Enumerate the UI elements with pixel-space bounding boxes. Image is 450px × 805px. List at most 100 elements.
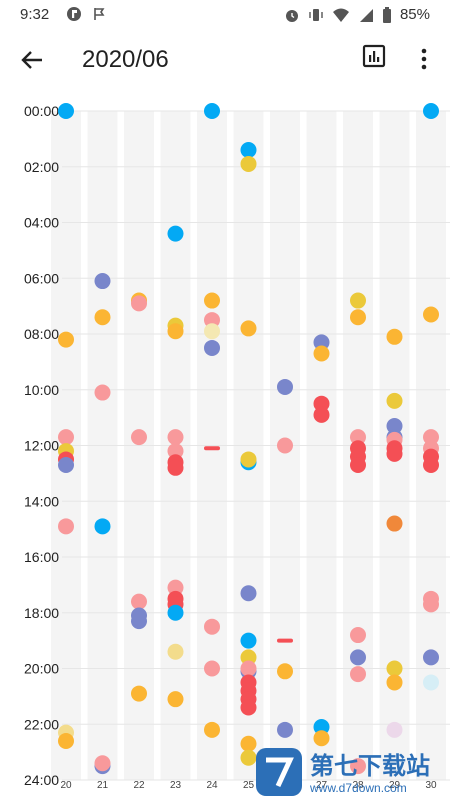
event-dot — [313, 345, 330, 362]
event-dot — [204, 103, 220, 119]
statistics-button[interactable] — [362, 44, 390, 72]
day-label: 23 — [170, 780, 182, 791]
day-label: 29 — [389, 780, 401, 791]
event-dot — [386, 515, 403, 532]
time-label: 04:00 — [24, 215, 59, 231]
wifi-icon — [332, 8, 349, 22]
event-dot — [167, 323, 184, 340]
event-dot — [350, 309, 366, 326]
day-label: 25 — [243, 780, 255, 791]
time-label: 00:00 — [24, 103, 59, 119]
event-dot — [167, 604, 184, 621]
event-dot — [94, 273, 111, 290]
event-dot — [350, 627, 366, 644]
status-bar: 9:32 85% — [0, 0, 450, 30]
watermark-url: www.d7down.com — [309, 781, 407, 795]
event-dot — [167, 579, 184, 596]
event-dot — [350, 292, 366, 309]
event-dot — [240, 735, 257, 752]
vibrate-icon — [309, 8, 323, 21]
event-dot — [240, 649, 257, 666]
event-dot — [204, 323, 220, 340]
event-dot — [313, 406, 330, 423]
event-dot — [277, 663, 293, 680]
event-dot — [204, 721, 220, 738]
event-dot — [58, 103, 74, 119]
event-dot — [94, 755, 111, 772]
event-dot — [58, 518, 74, 535]
event-dot — [167, 643, 184, 660]
event-dot — [167, 459, 184, 476]
event-dot — [131, 429, 147, 446]
time-label: 10:00 — [24, 382, 59, 398]
more-vert-icon — [421, 48, 427, 70]
battery-percent: 85% — [399, 6, 430, 23]
event-dot — [277, 378, 293, 395]
back-button[interactable] — [14, 44, 50, 76]
time-label: 06:00 — [24, 270, 59, 286]
event-dot — [386, 721, 403, 738]
event-dot — [350, 429, 366, 446]
flag-icon — [94, 8, 105, 20]
event-dot — [350, 649, 366, 666]
event-dot — [313, 334, 330, 351]
event-dot — [167, 225, 184, 242]
event-dot — [204, 312, 220, 329]
event-dot — [167, 443, 184, 460]
day-label: 28 — [352, 780, 364, 791]
arrow-back-icon — [21, 51, 42, 69]
app-bar: 2020/06 — [0, 30, 450, 90]
event-dot — [94, 384, 111, 401]
time-label: 24:00 — [24, 772, 59, 788]
watermark: 第七下载站 www.d7down.com — [254, 744, 450, 800]
event-dot — [386, 392, 403, 409]
event-dot — [240, 660, 257, 677]
day-label: 27 — [316, 780, 328, 791]
time-label: 22:00 — [24, 716, 59, 732]
event-dot — [240, 320, 257, 337]
signal-icon — [359, 8, 373, 22]
event-dot — [277, 721, 293, 738]
event-dot — [240, 749, 257, 766]
event-dot — [94, 309, 111, 326]
more-options-button[interactable] — [412, 44, 436, 74]
event-dot — [131, 295, 147, 312]
event-dot — [386, 674, 403, 691]
day-label: 24 — [206, 780, 218, 791]
event-dot — [204, 618, 220, 635]
day-label: 30 — [425, 780, 437, 791]
event-dot — [204, 660, 220, 677]
chart-svg[interactable]: 00:00 02:00 04:00 06:00 08:00 10:00 12:00 14:00… — [0, 100, 450, 800]
status-time: 9:32 — [20, 6, 50, 23]
event-dot — [94, 518, 111, 535]
watermark-title: 第七下载站 — [310, 752, 430, 780]
event-dot — [58, 732, 74, 749]
event-dot — [423, 306, 439, 323]
event-dot — [204, 339, 220, 356]
event-dot — [386, 660, 403, 677]
event-dot — [167, 429, 184, 446]
status-left-icons — [66, 6, 106, 22]
day-label: 20 — [60, 780, 72, 791]
time-label: 16:00 — [24, 549, 59, 565]
time-label: 12:00 — [24, 438, 59, 454]
calendar-timeline-chart[interactable]: 00:00 02:00 04:00 06:00 08:00 10:00 12:00 14:00… — [0, 100, 450, 800]
event-dot — [240, 451, 257, 468]
battery-icon — [382, 6, 391, 23]
watermark-logo: 第七下载站 www.d7down.com — [256, 748, 430, 796]
event-dot — [131, 593, 147, 610]
app-notification-icon — [67, 7, 81, 21]
event-dot — [240, 632, 257, 649]
time-label: 20:00 — [24, 661, 59, 677]
event-dot — [386, 417, 403, 434]
event-dot — [240, 142, 257, 159]
alarm-icon — [285, 9, 298, 22]
day-label: 21 — [97, 780, 109, 791]
event-dot — [204, 292, 220, 309]
event-dot — [386, 445, 403, 462]
status-right-icons: 85% — [284, 6, 430, 23]
bar-chart-icon — [362, 44, 386, 68]
event-dot — [58, 429, 74, 446]
event-dash — [204, 446, 220, 451]
event-dot — [423, 429, 439, 446]
